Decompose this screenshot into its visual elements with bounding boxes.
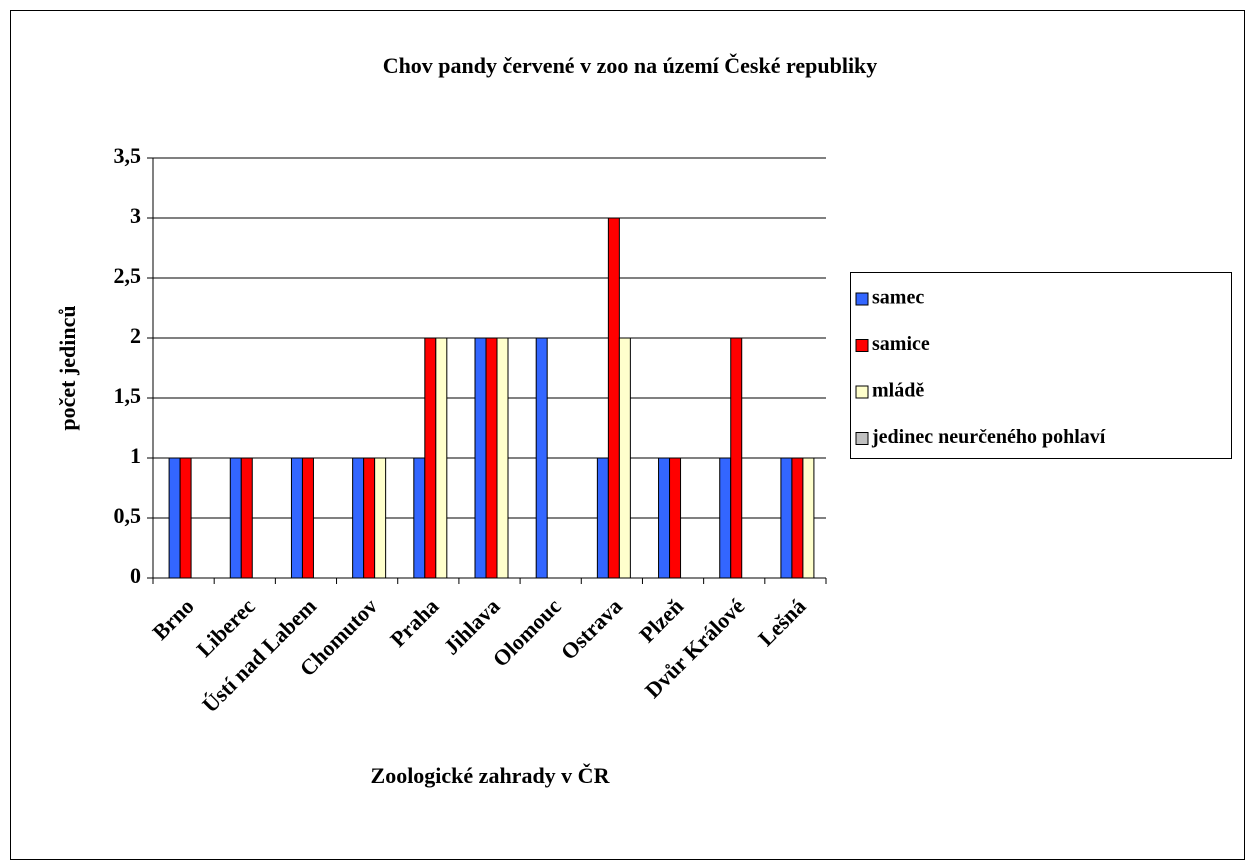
bar	[496, 337, 509, 579]
y-tick-label: 2	[130, 323, 141, 348]
bar	[485, 337, 498, 579]
bar	[352, 457, 365, 579]
bar	[290, 457, 303, 579]
y-axis-title: počet jedinců	[55, 305, 80, 430]
bar	[301, 457, 314, 579]
y-tick-label: 3	[130, 203, 141, 228]
bar	[474, 337, 487, 579]
bar	[424, 337, 437, 579]
bar	[179, 457, 192, 579]
legend-swatch	[855, 432, 869, 445]
bar	[535, 337, 548, 579]
x-axis-title: Zoologické zahrady v ČR	[371, 763, 611, 788]
bar	[730, 337, 743, 579]
legend-swatch	[855, 339, 869, 352]
legend-label: jedinec neurčeného pohlaví	[871, 426, 1106, 448]
y-tick-label: 2,5	[114, 263, 142, 288]
bar	[413, 457, 426, 579]
bar	[791, 457, 804, 579]
bar	[780, 457, 793, 579]
legend-box	[850, 272, 1232, 459]
bar	[658, 457, 671, 579]
bar	[229, 457, 242, 579]
bar	[596, 457, 609, 579]
bar	[363, 457, 376, 579]
legend-label: samice	[872, 333, 930, 355]
legend-label: mládě	[872, 380, 924, 402]
bar	[618, 337, 631, 579]
chart-title: Chov pandy červené v zoo na území České …	[383, 53, 878, 78]
bar	[669, 457, 682, 579]
y-tick-label: 1	[130, 443, 141, 468]
y-tick-label: 3,5	[114, 143, 142, 168]
bar	[719, 457, 732, 579]
bar	[802, 457, 815, 579]
y-tick-label: 1,5	[114, 383, 142, 408]
legend-swatch	[855, 292, 869, 306]
bar	[374, 457, 387, 579]
y-tick-label: 0	[130, 563, 141, 588]
legend-swatch	[855, 385, 869, 399]
legend-label: samec	[872, 287, 924, 309]
y-tick-label: 0,5	[114, 503, 142, 528]
bar	[240, 457, 253, 579]
bar	[607, 217, 620, 579]
bar	[435, 337, 448, 579]
bar	[168, 457, 181, 579]
